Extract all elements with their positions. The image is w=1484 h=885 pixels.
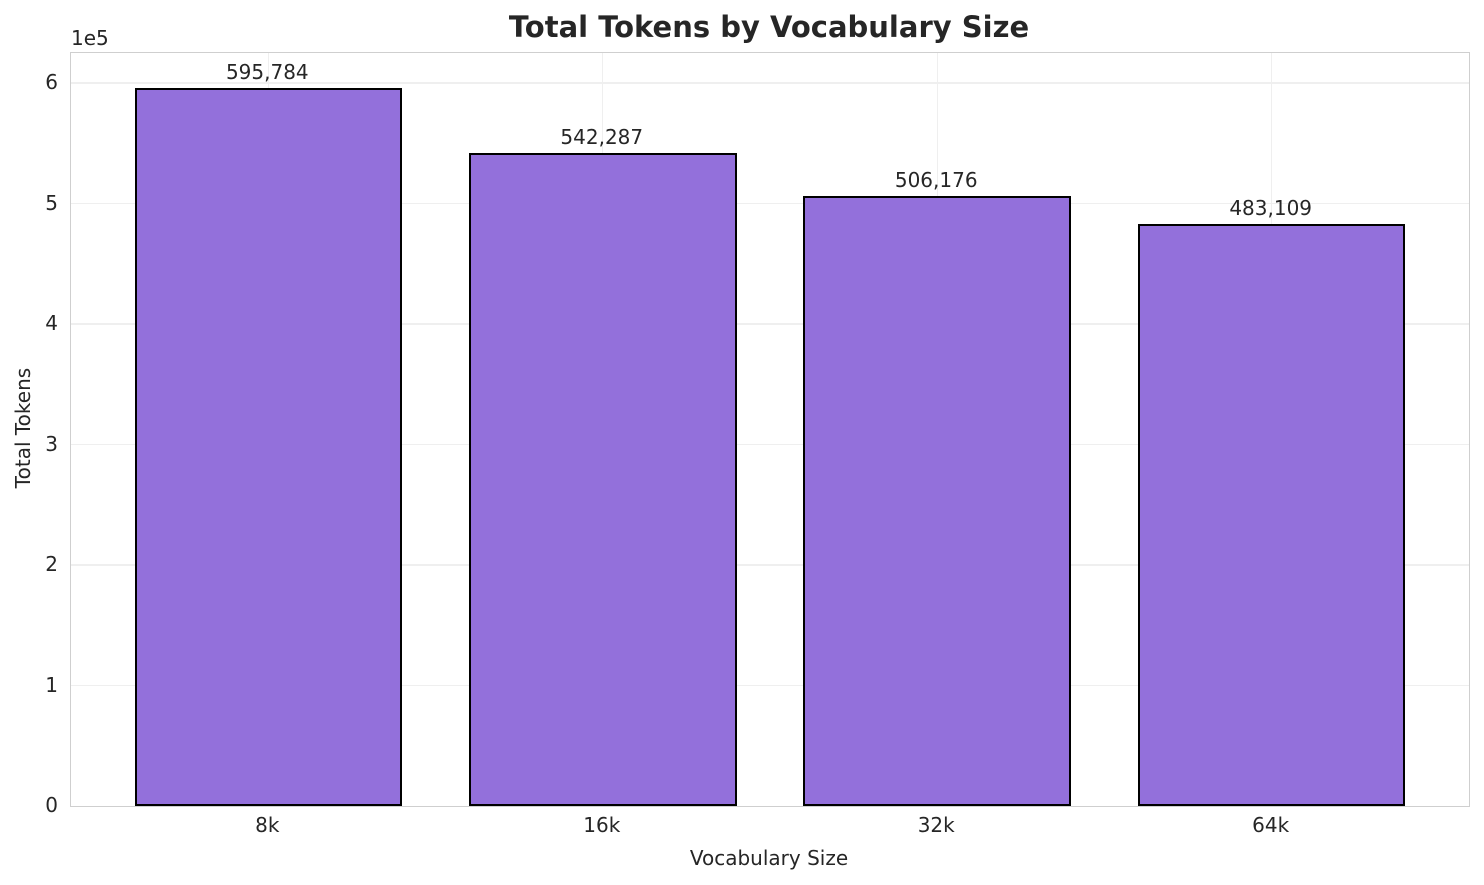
y-tick-label: 0 (45, 793, 58, 817)
y-gridline (71, 684, 1469, 687)
bar-value-label: 506,176 (894, 168, 978, 193)
y-tick-label: 1 (45, 672, 58, 697)
x-axis-label: Vocabulary Size (689, 846, 849, 870)
y-tick-label: 5 (45, 190, 58, 215)
x-tick-label: 32k (917, 813, 955, 837)
bar-32k (803, 196, 1071, 806)
bar-value-label: 595,784 (225, 60, 309, 85)
y-gridline (71, 202, 1469, 205)
y-tick-label: 4 (45, 311, 58, 336)
x-tick-label: 8k (255, 813, 280, 837)
x-tick-label: 16k (583, 813, 621, 837)
chart-title: Total Tokens by Vocabulary Size (508, 10, 1030, 44)
y-axis-offset-text: 1e5 (71, 26, 109, 50)
y-tick-label: 6 (45, 70, 58, 95)
plot-area (70, 52, 1470, 807)
x-tick-label: 64k (1252, 813, 1290, 837)
y-axis-label: Total Tokens (11, 367, 35, 489)
y-gridline (71, 82, 1469, 84)
y-tick-label: 2 (45, 552, 58, 577)
bar-value-label: 483,109 (1229, 195, 1313, 220)
y-gridline (71, 564, 1469, 566)
bar-value-label: 542,287 (560, 124, 644, 149)
y-tick-label: 3 (45, 431, 58, 456)
y-gridline (71, 443, 1469, 446)
bar-64k (1137, 223, 1406, 806)
bar-8k (134, 88, 403, 806)
y-gridline (71, 323, 1469, 325)
bar-16k (468, 152, 737, 806)
